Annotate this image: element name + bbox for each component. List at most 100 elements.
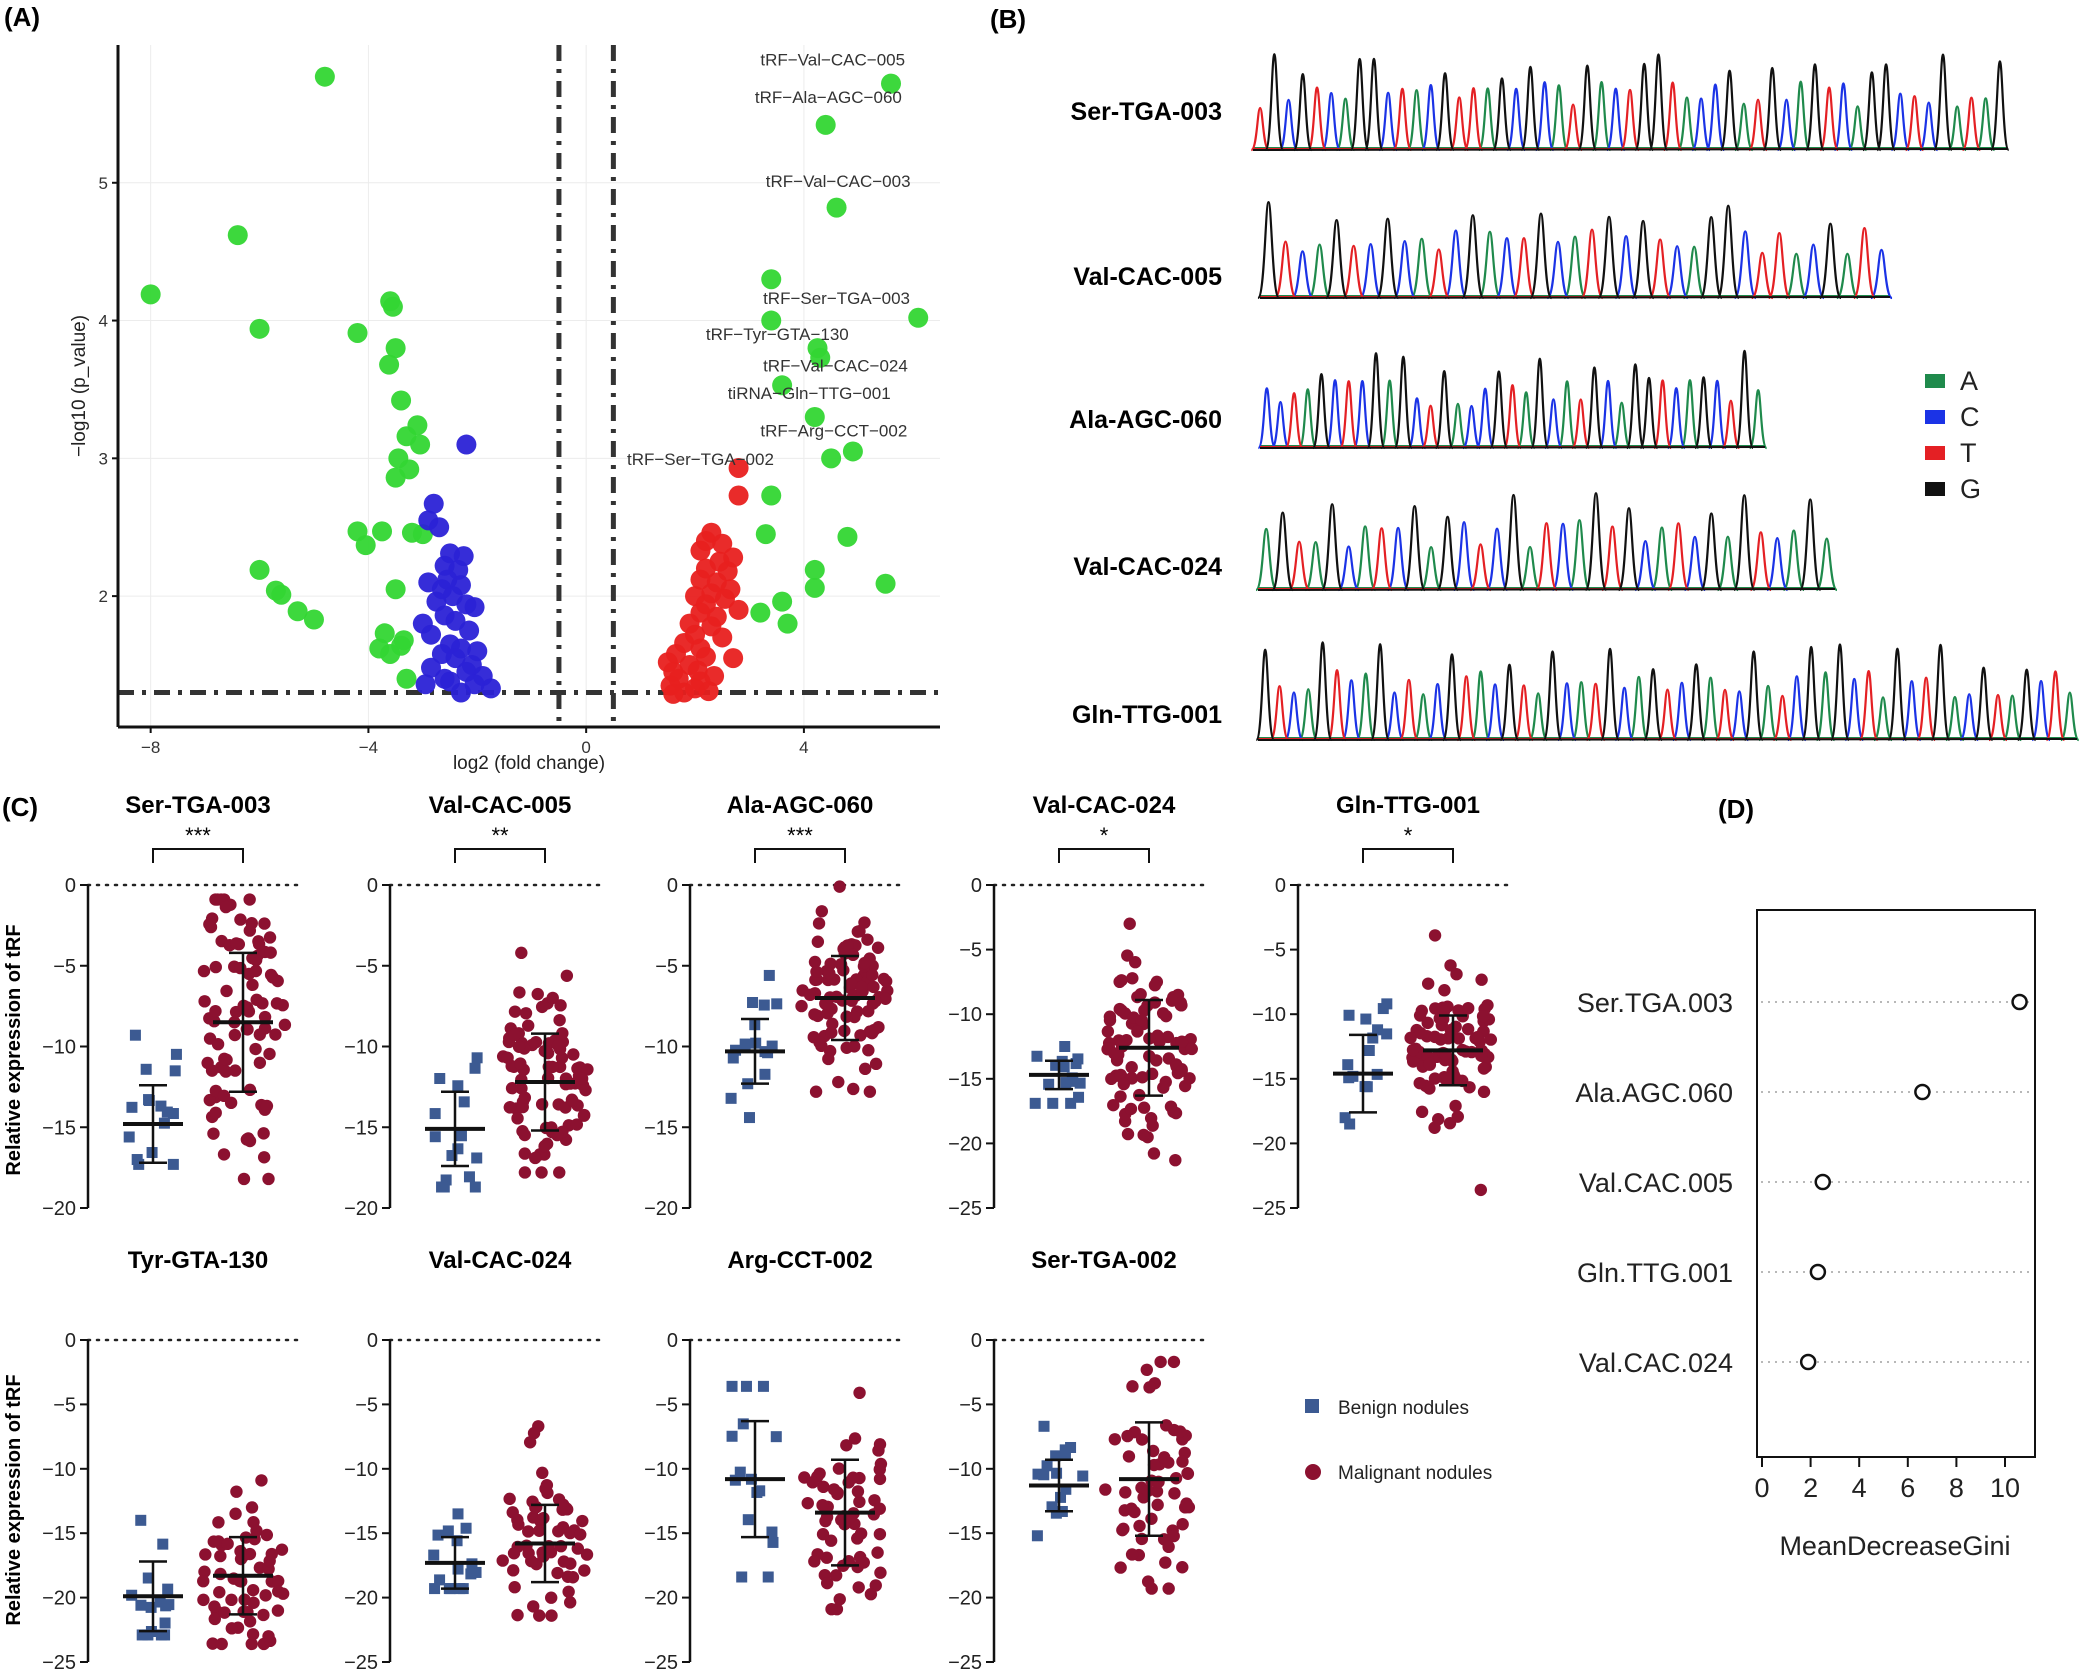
malignant-point [1123, 917, 1136, 930]
benign-point [1070, 1058, 1082, 1070]
malignant-point [858, 956, 871, 970]
malignant-point [507, 1564, 520, 1577]
benign-point [1050, 1507, 1062, 1519]
volcano-y-tick-label: 3 [99, 449, 108, 468]
malignant-point [1168, 1487, 1181, 1500]
malignant-point [1175, 1035, 1189, 1048]
benign-point [736, 1571, 748, 1583]
malignant-point [258, 1010, 272, 1024]
dot-plot-y-tick-label: −5 [53, 956, 76, 978]
chromatogram-trace-G [1255, 641, 2037, 742]
malignant-point [861, 933, 874, 946]
malignant-point [851, 1485, 865, 1498]
malignant-point [848, 1432, 862, 1445]
dot-plot-y-tick-label: −10 [1252, 1004, 1286, 1026]
dot-plot-y-tick-label: 0 [1275, 875, 1286, 897]
benign-point [1372, 1024, 1384, 1036]
volcano-annotation: tRF−Tyr−GTA−130 [706, 325, 849, 344]
benign-point [1077, 1470, 1089, 1482]
malignant-point [795, 999, 808, 1013]
malignant-point [853, 1386, 866, 1400]
malignant-point [527, 1426, 541, 1440]
malignant-point [245, 1501, 259, 1514]
volcano-annotation: tRF−Val−CAC−003 [766, 172, 911, 191]
benign-point [1032, 1468, 1044, 1480]
malignant-point [1108, 1433, 1122, 1446]
volcano-y-tick-label: 4 [99, 312, 108, 331]
volcano-x-tick-label: 0 [581, 738, 590, 757]
dot-plot: Ser-TGA-002 0 −5 −10 −15 −20 −25 [948, 1247, 1211, 1674]
benign-point [428, 1549, 440, 1561]
malignant-point [535, 1166, 548, 1179]
malignant-point [1451, 1110, 1464, 1123]
gini-plot-frame [1756, 909, 2036, 1458]
volcano-point-sig [271, 584, 292, 605]
dot-plot-title: Val-CAC-005 [429, 792, 572, 819]
volcano-point-down [464, 597, 485, 618]
dot-plot-y-tick-label: −10 [948, 1004, 982, 1026]
malignant-point [544, 1591, 558, 1604]
benign-point [143, 1094, 155, 1106]
malignant-point [833, 880, 846, 893]
malignant-point [515, 1082, 528, 1095]
malignant-point [873, 1502, 886, 1515]
volcano-annotation: tRF−Ser−TGA−003 [763, 289, 910, 308]
dot-plot-title: Val-CAC-024 [1033, 792, 1176, 819]
malignant-point [858, 1062, 872, 1076]
malignant-point [535, 1098, 549, 1111]
volcano-point-sig [303, 609, 324, 630]
malignant-point [263, 931, 277, 944]
gini-x-tick-label: 8 [1949, 1473, 1964, 1503]
malignant-point [531, 987, 544, 1001]
malignant-point [1157, 1081, 1170, 1094]
dot-plot: Ser-TGA-003 *** 0 −5 −10 −15 −20 [42, 792, 305, 1220]
malignant-point [264, 946, 277, 959]
malignant-point [1136, 1071, 1149, 1084]
malignant-point [1141, 1575, 1155, 1588]
volcano-point-up [690, 569, 711, 590]
malignant-point [873, 1463, 886, 1476]
benign-point [1339, 1112, 1351, 1124]
benign-point [131, 1154, 143, 1166]
benign-point [1043, 1078, 1055, 1090]
malignant-point [255, 1474, 268, 1487]
benign-point [1038, 1469, 1050, 1481]
malignant-point [1484, 1033, 1498, 1046]
malignant-point [1461, 1022, 1475, 1036]
malignant-point [847, 1082, 860, 1096]
malignant-point [511, 1112, 524, 1125]
benign-point [767, 1536, 779, 1548]
volcano-point-sig [826, 197, 847, 218]
volcano-annotation: tRF−Val−CAC−005 [760, 51, 905, 70]
dot-plot-y-tick-label: 0 [65, 1330, 76, 1352]
benign-point [725, 1092, 737, 1104]
dot-plot-y-tick-label: −10 [644, 1459, 678, 1481]
malignant-point [1128, 1505, 1141, 1519]
expression-dot-plots: Ser-TGA-003***0−5−10−15−20Val-CAC-005**0… [42, 792, 1515, 1674]
malignant-point [234, 961, 247, 975]
malignant-point [225, 1622, 239, 1635]
volcano-point-sig [875, 573, 896, 594]
volcano-point-sig [755, 524, 776, 545]
chromatogram-trace-G [1264, 53, 2010, 152]
base-legend-label-C: C [1960, 402, 1980, 432]
malignant-point [508, 1028, 521, 1042]
benign-point [734, 1466, 746, 1478]
benign-point [157, 1538, 169, 1550]
malignant-point [564, 1526, 577, 1540]
malignant-point [529, 1501, 542, 1514]
dot-plot-y-tick-label: −10 [344, 1459, 378, 1481]
volcano-point-sig [881, 73, 902, 94]
malignant-point [1114, 1090, 1127, 1103]
benign-point [1377, 1003, 1389, 1015]
dot-plot-y-tick-label: −20 [644, 1588, 678, 1610]
panel-label-c: (C) [2, 792, 38, 822]
malignant-point [256, 997, 269, 1010]
volcano-point-sig [804, 577, 825, 598]
benign-point [145, 1601, 157, 1613]
panel-label-b: (B) [990, 4, 1026, 34]
benign-point [436, 1181, 448, 1193]
volcano-x-axis-label: log2 (fold change) [453, 753, 605, 774]
malignant-point [253, 1028, 267, 1041]
